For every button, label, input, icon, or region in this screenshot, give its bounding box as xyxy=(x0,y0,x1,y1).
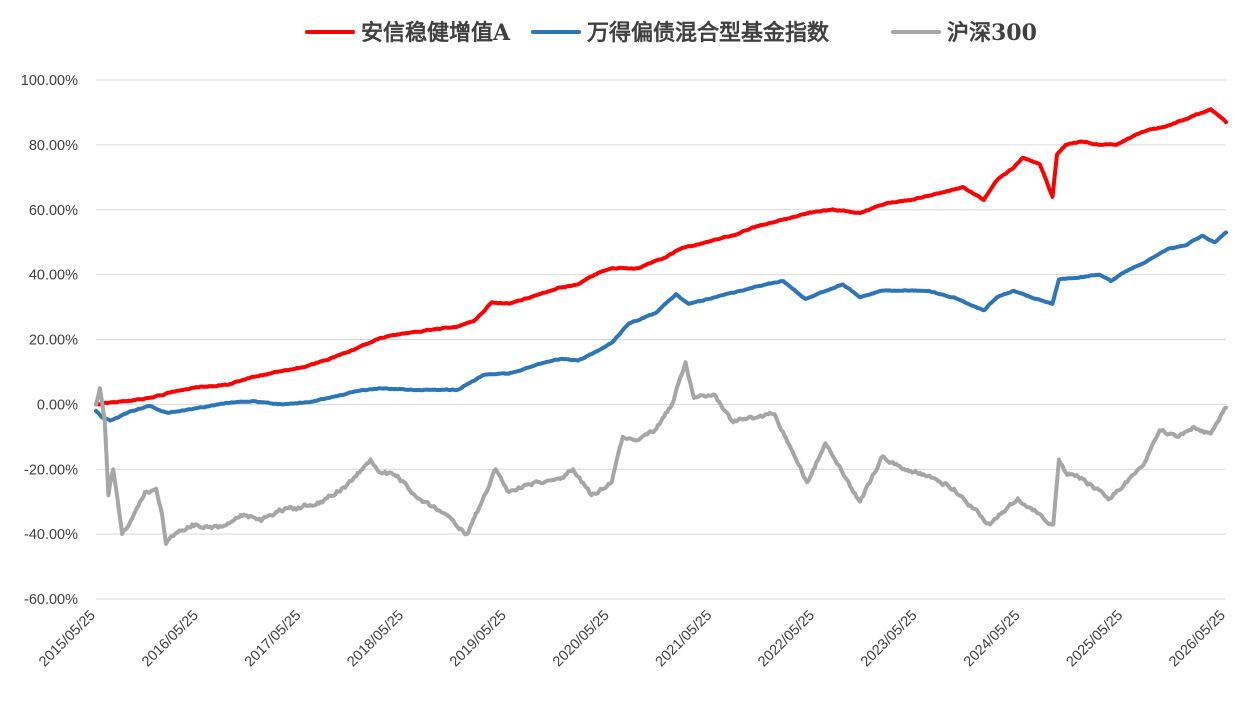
x-tick-label: 2016/05/25 xyxy=(139,608,202,671)
series-line xyxy=(94,360,1228,546)
gridlines xyxy=(96,79,1226,600)
y-tick-label: -60.00% xyxy=(24,592,78,608)
series-line xyxy=(94,107,1228,407)
series-lines xyxy=(94,107,1228,546)
y-tick-label: -40.00% xyxy=(24,527,78,543)
y-tick-label: 80.00% xyxy=(29,138,78,154)
x-tick-label: 2024/05/25 xyxy=(961,608,1024,671)
x-tick-label: 2017/05/25 xyxy=(242,608,305,671)
y-tick-label: 20.00% xyxy=(29,333,78,349)
legend-label: 沪深300 xyxy=(947,20,1037,46)
y-axis-tick-labels: 100.00% 80.00% 60.00% 40.00% 20.00% 0.00% -20.… xyxy=(21,73,78,608)
y-tick-label: -20.00% xyxy=(24,462,78,478)
y-tick-label: 40.00% xyxy=(29,268,78,284)
y-tick-label: 60.00% xyxy=(29,203,78,219)
y-tick-label: 100.00% xyxy=(21,73,78,89)
x-tick-label: 2018/05/25 xyxy=(344,608,407,671)
x-tick-label: 2023/05/25 xyxy=(858,608,921,671)
x-tick-label: 2020/05/25 xyxy=(550,608,613,671)
legend-label: 万得偏债混合型基金指数 xyxy=(586,20,830,46)
series-line xyxy=(94,230,1228,423)
x-tick-label: 2026/05/25 xyxy=(1166,608,1229,671)
x-tick-label: 2019/05/25 xyxy=(447,608,510,671)
x-tick-label: 2022/05/25 xyxy=(755,608,818,671)
x-tick-label: 2015/05/25 xyxy=(36,608,99,671)
y-tick-label: 0.00% xyxy=(37,397,78,413)
legend-label: 安信稳健增值A xyxy=(361,20,511,46)
legend: 安信稳健增值A 万得偏债混合型基金指数 沪深300 xyxy=(305,20,1037,46)
x-axis-tick-labels: 2015/05/25 2016/05/25 2017/05/25 2018/05/25… xyxy=(36,608,1229,671)
x-tick-label: 2021/05/25 xyxy=(653,608,716,671)
x-tick-label: 2025/05/25 xyxy=(1064,608,1127,671)
